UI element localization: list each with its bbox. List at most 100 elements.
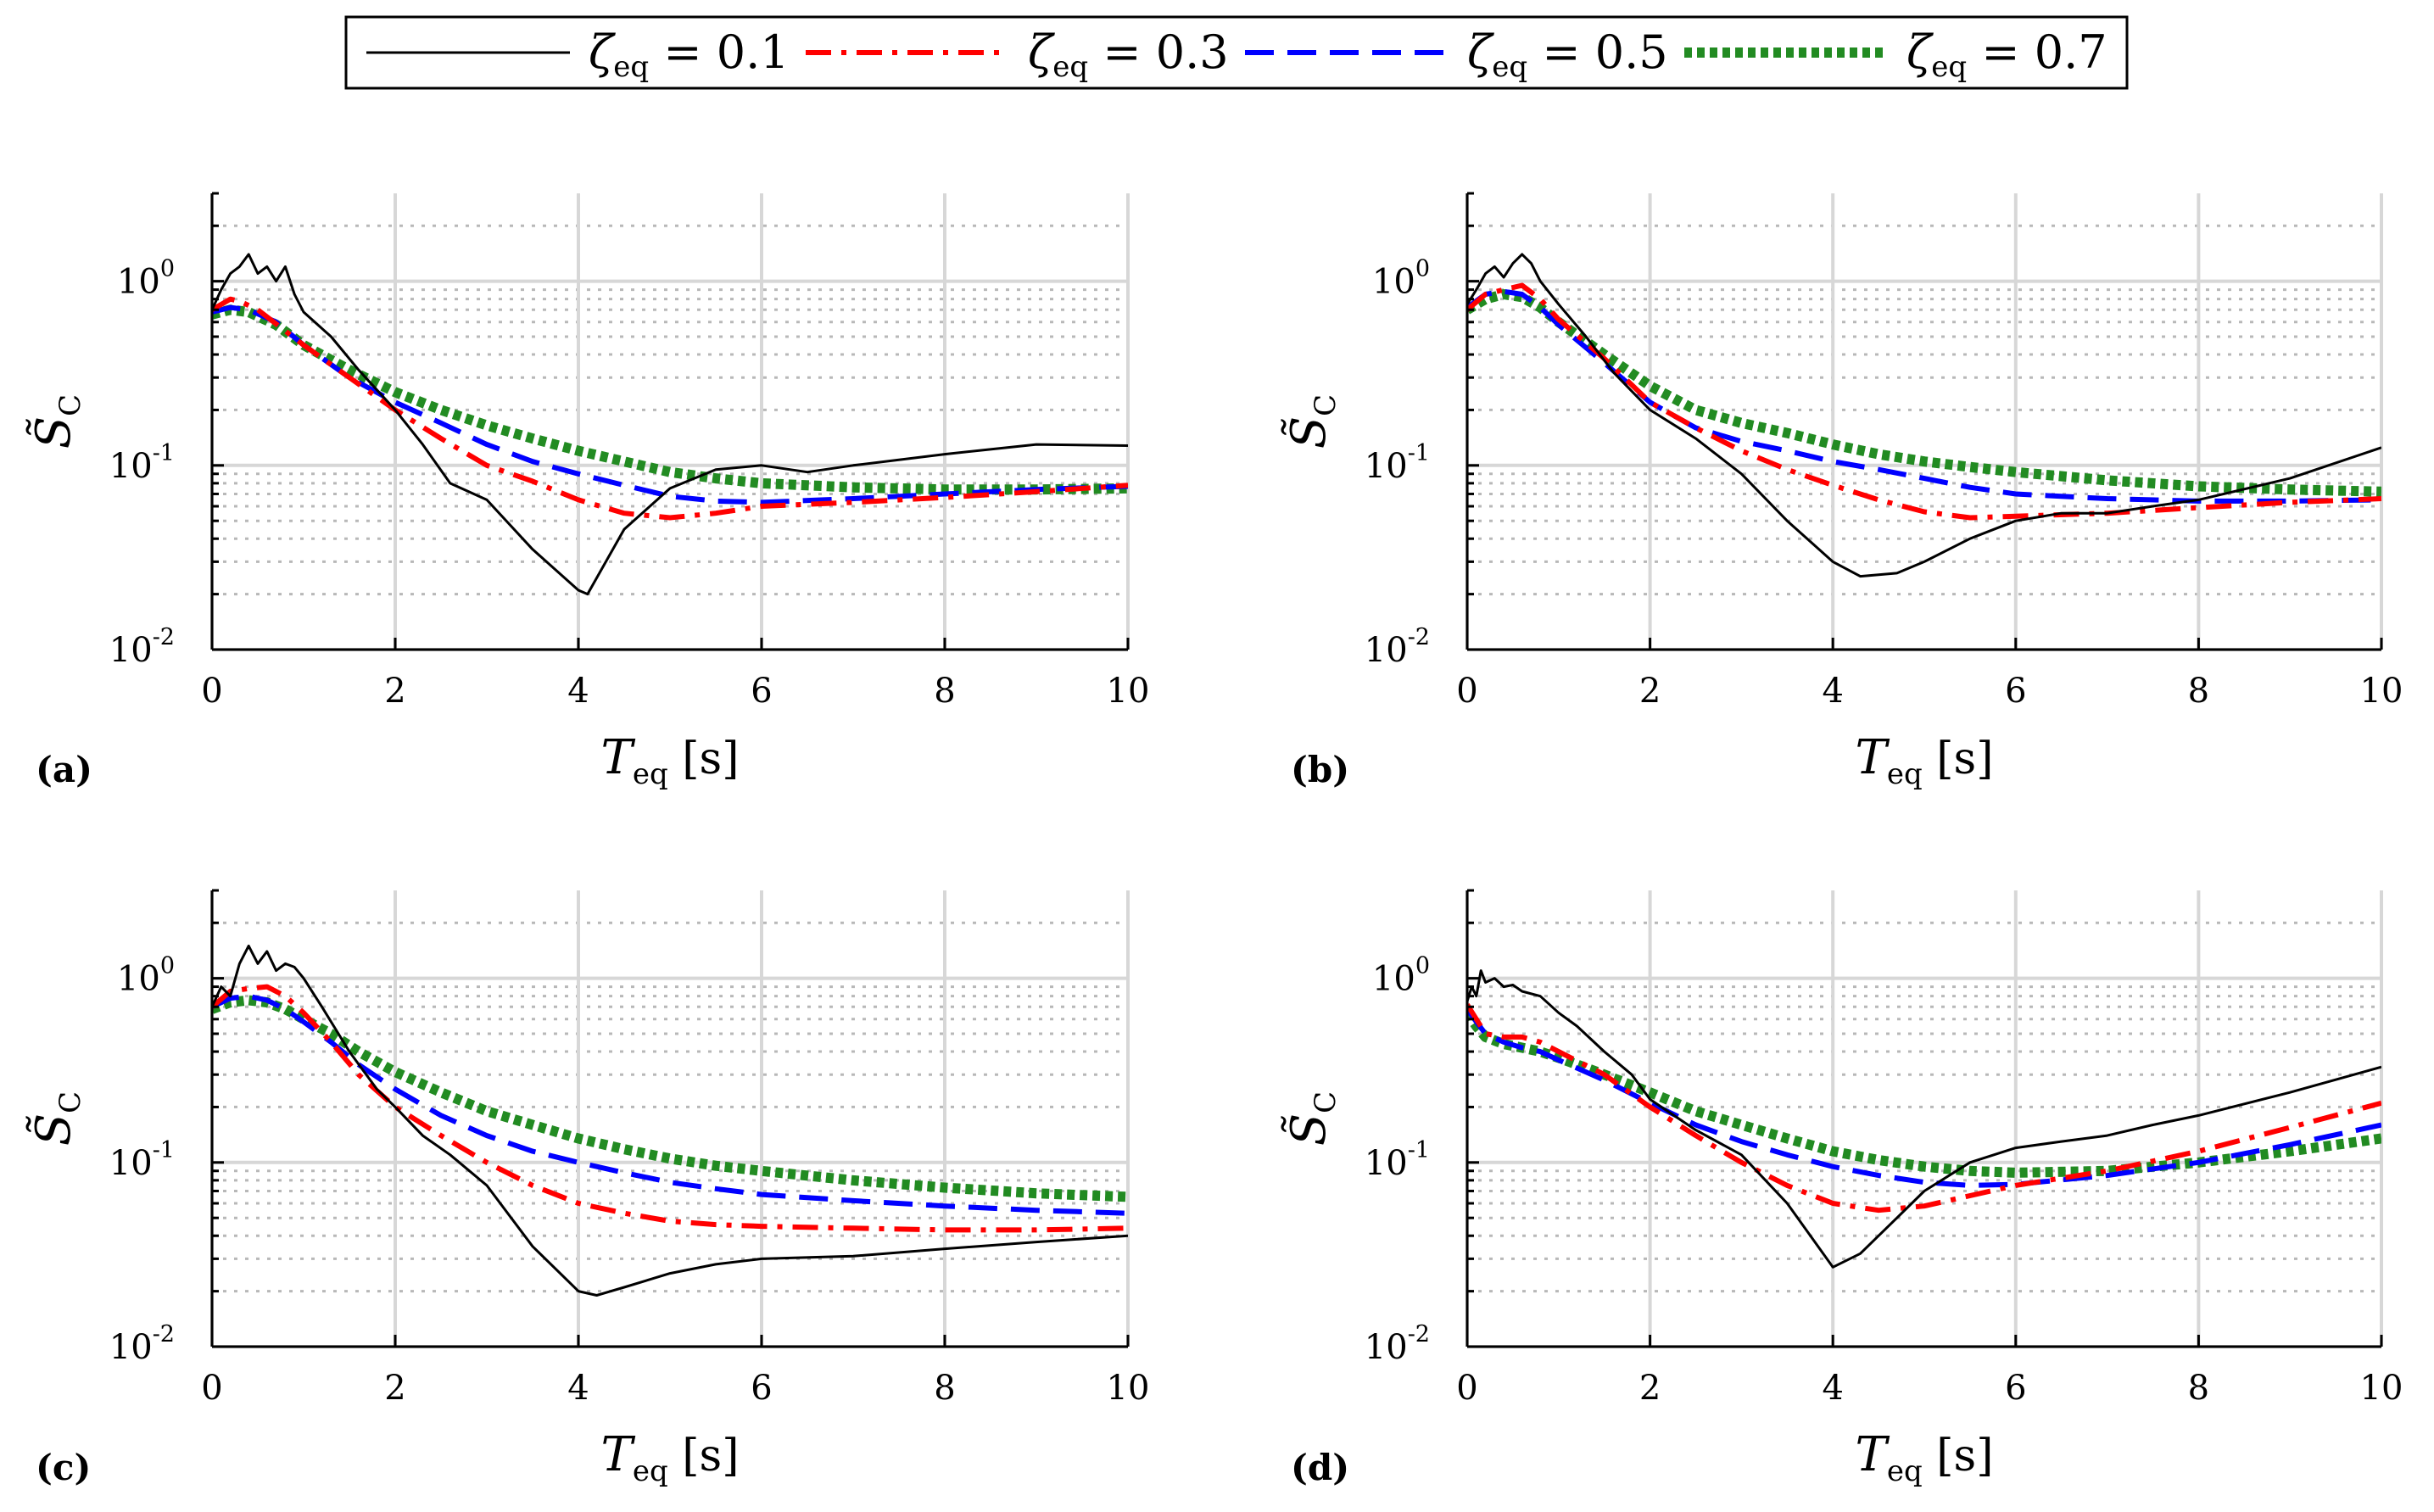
y-tick-base: 10 <box>1365 1144 1408 1183</box>
x-tick-label: 2 <box>1639 672 1661 711</box>
grid <box>210 890 1130 1348</box>
y-axis-label-sub: C <box>53 1091 87 1113</box>
x-axis-label-sub: eq <box>1887 757 1923 791</box>
y-axis-label-sub: C <box>53 394 87 416</box>
legend-symbol: ζ <box>1906 25 1934 79</box>
y-tick-exponent: 0 <box>160 953 175 979</box>
legend-symbol: ζ <box>1028 25 1055 79</box>
x-tick-label: 4 <box>567 1369 589 1408</box>
x-tick-label: 8 <box>934 1369 955 1408</box>
y-tick-label: 10-2 <box>109 1321 175 1367</box>
series-line-zeta_0.5 <box>1467 288 2381 504</box>
legend-label: ζeq = 0.3 <box>1028 25 1229 84</box>
series-group <box>1467 253 2381 578</box>
x-tick-label: 6 <box>751 672 772 711</box>
x-tick-label: 8 <box>2188 1369 2209 1408</box>
legend-symbol: ζ <box>1467 25 1494 79</box>
legend-value: = 0.5 <box>1527 25 1667 79</box>
series-line-zeta_0.7 <box>212 995 1128 1202</box>
y-tick-label: 100 <box>117 256 175 302</box>
series-group <box>1467 969 2381 1269</box>
x-tick-label: 0 <box>201 1369 222 1408</box>
y-axis-label-sub: C <box>1309 1091 1343 1113</box>
y-tick-exponent: -1 <box>1408 1137 1430 1163</box>
y-tick-exponent: -2 <box>153 624 175 650</box>
y-tick-base: 10 <box>109 631 153 670</box>
grid <box>1465 890 2383 1348</box>
y-tick-base: 10 <box>117 960 160 999</box>
x-tick-label: 8 <box>2188 672 2209 711</box>
y-tick-exponent: -2 <box>153 1321 175 1347</box>
legend-label: ζeq = 0.7 <box>1906 25 2107 84</box>
series-line-zeta_0.3 <box>212 984 1128 1233</box>
series-line-zeta_0.5 <box>212 304 1128 505</box>
legend-subscript: eq <box>613 50 649 84</box>
grid <box>210 193 1130 651</box>
y-tick-exponent: 0 <box>1415 953 1430 979</box>
series-line-zeta_0.1 <box>1467 969 2381 1269</box>
y-axis-label-main: S̃ <box>25 1113 81 1146</box>
y-tick-base: 10 <box>1372 960 1415 999</box>
x-axis-label: Teq [s] <box>600 730 739 791</box>
y-tick-exponent: -1 <box>153 1137 175 1163</box>
x-axis-label-main: T <box>600 1427 635 1482</box>
series-line-zeta_0.5 <box>1467 1007 2381 1188</box>
x-axis-label-sub: eq <box>633 757 668 791</box>
y-tick-exponent: -1 <box>1408 440 1430 466</box>
x-axis-label-main: T <box>600 730 635 785</box>
legend-entry: ζeq = 0.1 <box>366 25 790 84</box>
series-line-zeta_0.7 <box>1467 289 2381 497</box>
legend: ζeq = 0.1 ζeq = 0.3 ζeq = 0.5 ζeq = 0.7 <box>344 15 2129 90</box>
legend-value: = 0.3 <box>1088 25 1228 79</box>
y-tick-base: 10 <box>109 447 153 486</box>
legend-value: = 0.1 <box>649 25 789 79</box>
series-line-zeta_0.1 <box>1467 253 2381 578</box>
x-axis-label: Teq [s] <box>1855 730 1993 791</box>
panel-label: (c) <box>36 1447 91 1488</box>
x-axis-label-unit: [s] <box>668 1431 740 1481</box>
x-tick-label: 2 <box>384 672 405 711</box>
x-axis-label-unit: [s] <box>1923 1431 1994 1481</box>
x-tick-label: 8 <box>934 672 955 711</box>
x-tick-label: 6 <box>2005 1369 2026 1408</box>
grid <box>1465 193 2383 651</box>
y-axis-label-main: S̃ <box>1281 1113 1337 1146</box>
y-tick-base: 10 <box>117 263 160 302</box>
legend-subscript: eq <box>1052 50 1088 84</box>
y-tick-exponent: 0 <box>1415 256 1430 282</box>
legend-symbol: ζ <box>589 25 616 79</box>
y-axis-label-main: S̃ <box>25 416 81 449</box>
legend-subscript: eq <box>1931 50 1967 84</box>
y-axis-label: S̃C <box>25 1091 87 1146</box>
x-axis-label-sub: eq <box>633 1454 668 1488</box>
series-line-zeta_0.3 <box>212 296 1128 521</box>
y-tick-base: 10 <box>109 1144 153 1183</box>
x-axis-label-main: T <box>1855 1427 1890 1482</box>
y-tick-label: 100 <box>1372 953 1430 999</box>
x-tick-label: 10 <box>2360 1369 2403 1408</box>
series-line-zeta_0.1 <box>212 253 1128 596</box>
x-tick-label: 4 <box>1822 672 1843 711</box>
y-tick-label: 100 <box>1372 256 1430 302</box>
y-tick-label: 10-2 <box>109 624 175 670</box>
x-tick-label: 2 <box>384 1369 405 1408</box>
series-line-zeta_0.7 <box>1467 1009 2381 1178</box>
y-axis-label: S̃C <box>1281 394 1343 449</box>
x-tick-label: 0 <box>201 672 222 711</box>
y-tick-exponent: -2 <box>1408 1321 1430 1347</box>
x-axis-label: Teq [s] <box>600 1427 739 1488</box>
y-tick-label: 100 <box>117 953 175 999</box>
x-tick-label: 6 <box>751 1369 772 1408</box>
x-tick-label: 10 <box>1107 672 1150 711</box>
legend-label: ζeq = 0.1 <box>589 25 790 84</box>
panel-label: (a) <box>36 749 92 790</box>
panel-label: (d) <box>1291 1447 1349 1488</box>
x-tick-label: 10 <box>2360 672 2403 711</box>
legend-label: ζeq = 0.5 <box>1467 25 1668 84</box>
x-tick-label: 2 <box>1639 1369 1661 1408</box>
series-line-zeta_0.3 <box>1467 1003 2381 1214</box>
